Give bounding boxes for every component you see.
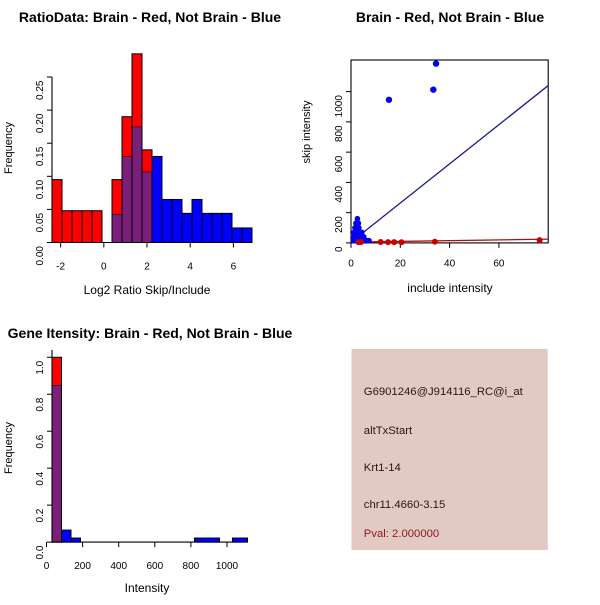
svg-text:600: 600: [146, 561, 163, 572]
svg-text:RatioData: Brain - Red, Not Br: RatioData: Brain - Red, Not Brain - Blue: [19, 9, 281, 25]
svg-text:0.25: 0.25: [35, 80, 46, 100]
svg-text:Log2 Ratio Skip/Include: Log2 Ratio Skip/Include: [84, 283, 211, 297]
svg-text:Intensity: Intensity: [125, 581, 170, 595]
svg-text:Frequency: Frequency: [3, 422, 15, 474]
svg-text:1000: 1000: [216, 561, 239, 572]
svg-text:0.6: 0.6: [35, 434, 46, 448]
svg-text:0.15: 0.15: [35, 146, 46, 166]
svg-text:-2: -2: [56, 262, 65, 273]
svg-text:0.2: 0.2: [35, 508, 46, 522]
svg-text:Gene Itensity: Brain - Red, No: Gene Itensity: Brain - Red, Not Brain - …: [8, 325, 293, 341]
svg-text:40: 40: [444, 258, 456, 269]
svg-text:60: 60: [493, 258, 505, 269]
svg-text:0.05: 0.05: [35, 212, 46, 232]
svg-text:Pval: 2.000000: Pval: 2.000000: [364, 528, 439, 540]
svg-text:0.8: 0.8: [35, 397, 46, 411]
svg-text:G6901246@J914116_RC@i_at: G6901246@J914116_RC@i_at: [364, 386, 524, 398]
svg-text:altTxStart: altTxStart: [364, 425, 413, 437]
svg-text:1000: 1000: [334, 95, 345, 118]
svg-text:0.4: 0.4: [35, 471, 46, 485]
svg-text:0.10: 0.10: [35, 179, 46, 199]
svg-text:200: 200: [334, 216, 345, 233]
svg-text:skip intensity: skip intensity: [301, 100, 313, 163]
svg-text:200: 200: [74, 561, 91, 572]
svg-text:4: 4: [187, 262, 193, 273]
svg-text:0.20: 0.20: [35, 113, 46, 133]
svg-text:6: 6: [231, 262, 237, 273]
svg-text:include intensity: include intensity: [407, 281, 492, 295]
svg-text:600: 600: [334, 155, 345, 172]
svg-text:Frequency: Frequency: [3, 122, 15, 174]
svg-text:400: 400: [110, 561, 127, 572]
svg-text:800: 800: [334, 125, 345, 142]
svg-text:0: 0: [101, 262, 107, 273]
svg-text:0: 0: [348, 258, 354, 269]
svg-text:20: 20: [395, 258, 407, 269]
svg-text:1.0: 1.0: [35, 360, 46, 374]
svg-text:Brain - Red, Not Brain - Blue: Brain - Red, Not Brain - Blue: [356, 9, 544, 25]
svg-text:400: 400: [334, 185, 345, 202]
svg-text:800: 800: [183, 561, 200, 572]
svg-text:0: 0: [44, 561, 50, 572]
svg-text:chr11.4660-3.15: chr11.4660-3.15: [364, 499, 445, 511]
svg-text:0.0: 0.0: [35, 545, 46, 559]
svg-text:0.00: 0.00: [35, 246, 46, 266]
svg-text:0: 0: [334, 246, 345, 252]
svg-text:2: 2: [144, 262, 150, 273]
svg-text:Krt1-14: Krt1-14: [364, 462, 401, 474]
